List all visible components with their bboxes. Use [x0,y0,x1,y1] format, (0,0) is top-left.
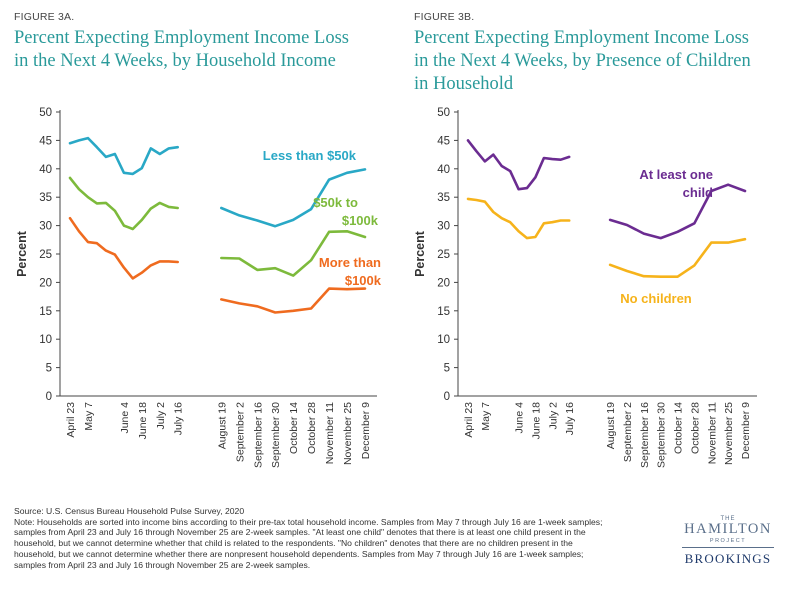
logo-brookings: BROOKINGS [684,551,772,566]
x-tick-label: November 25 [723,402,735,465]
series-line [220,230,367,277]
x-tick-label: October 14 [673,402,685,454]
title-line: in Household [414,74,514,94]
x-tick-label: May 7 [480,402,492,431]
source-text: Source: U.S. Census Bureau Household Pul… [14,506,245,516]
logo-project: PROJECT [709,538,747,544]
series-label: At least one [639,167,713,182]
footer-notes: Source: U.S. Census Bureau Household Pul… [14,506,604,570]
series-label: More than [319,255,381,270]
x-tick-label: June 4 [514,402,526,434]
x-tick-label: September 2 [622,402,634,462]
title-line: in the Next 4 Weeks, by Presence of Chil… [414,51,751,71]
series-line [220,168,367,228]
x-tick-label: July 16 [173,402,185,435]
series-line [220,287,367,314]
y-tick-label: 20 [39,277,52,289]
x-tick-label: July 2 [155,402,167,430]
x-tick-label: September 30 [270,402,282,468]
x-tick-label: September 16 [252,402,264,468]
y-tick-label: 50 [437,107,450,119]
x-tick-label: April 23 [65,402,77,438]
y-tick-label: 20 [437,277,450,289]
x-tick-label: September 2 [234,402,246,462]
series-line [68,216,179,280]
series-label: No children [620,291,692,306]
x-tick-label: September 30 [656,402,668,468]
title-line: Percent Expecting Employment Income Loss [14,28,349,48]
series-label: $100k [345,273,382,288]
series-line [466,139,571,191]
y-axis-label: Percent [413,230,427,277]
x-tick-label: June 18 [530,402,542,440]
x-tick-label: May 7 [83,402,95,431]
series-line [608,237,747,278]
logo-hamilton: HAMILTON [684,521,772,537]
y-tick-label: 10 [437,334,450,346]
logo-the: THE [720,516,736,522]
figure-label-3a: FIGURE 3A. [14,11,75,23]
logo-divider [682,547,774,548]
series-label: child [683,185,713,200]
y-tick-label: 30 [437,221,450,233]
y-tick-label: 25 [437,249,450,261]
x-tick-label: November 11 [324,402,336,464]
x-tick-label: September 16 [639,402,651,468]
title-line: in the Next 4 Weeks, by Household Income [14,51,336,71]
y-tick-label: 35 [39,192,52,204]
y-tick-label: 45 [437,135,450,147]
y-tick-label: 15 [437,306,450,318]
chart-title-3b: Percent Expecting Employment Income Loss… [414,27,751,96]
figure-label-3b: FIGURE 3B. [414,11,475,23]
series-line [68,136,179,176]
y-tick-label: 35 [437,192,450,204]
x-tick-label: December 9 [360,402,372,459]
y-tick-label: 40 [437,164,450,176]
y-tick-label: 5 [444,363,450,375]
y-axis-label: Percent [15,230,29,277]
note-text: Note: Households are sorted into income … [14,516,603,570]
series-label: $50k to [313,195,358,210]
x-tick-label: October 14 [288,402,300,454]
y-tick-label: 25 [39,249,52,261]
y-tick-label: 5 [46,363,52,375]
x-tick-label: November 25 [342,402,354,465]
y-tick-label: 10 [39,334,52,346]
chart-3a-income: 0 5 10 15 20 25 30 35 40 45 50 Percent April 23 May 7… [15,107,382,468]
series-label: $100k [342,213,379,228]
hamilton-brookings-logo: THE HAMILTON PROJECT BROOKINGS [668,516,788,567]
series-line [608,183,747,240]
y-tick-label: 0 [46,391,52,403]
x-tick-label: November 11 [706,402,718,464]
chart-title-3a: Percent Expecting Employment Income Loss… [14,27,349,73]
x-tick-label: July 2 [547,402,559,430]
x-tick-label: December 9 [740,402,752,459]
x-tick-label: June 18 [137,402,149,440]
x-tick-label: June 4 [119,402,131,434]
y-tick-label: 50 [39,107,52,119]
title-line: Percent Expecting Employment Income Loss [414,28,749,48]
y-tick-label: 30 [39,221,52,233]
y-tick-label: 45 [39,135,52,147]
x-tick-label: October 28 [306,402,318,454]
y-tick-label: 0 [444,391,450,403]
y-tick-label: 40 [39,164,52,176]
series-line [68,176,179,231]
x-tick-label: August 19 [216,402,228,449]
x-tick-label: April 23 [463,402,475,438]
y-tick-label: 15 [39,306,52,318]
x-tick-label: August 19 [605,402,617,449]
x-tick-label: October 28 [689,402,701,454]
series-line [466,197,571,240]
x-tick-label: July 16 [564,402,576,435]
chart-3b-children: 0 5 10 15 20 25 30 35 40 45 50 Percent April 23 May 7… [413,107,757,468]
series-label: Less than $50k [263,148,357,163]
